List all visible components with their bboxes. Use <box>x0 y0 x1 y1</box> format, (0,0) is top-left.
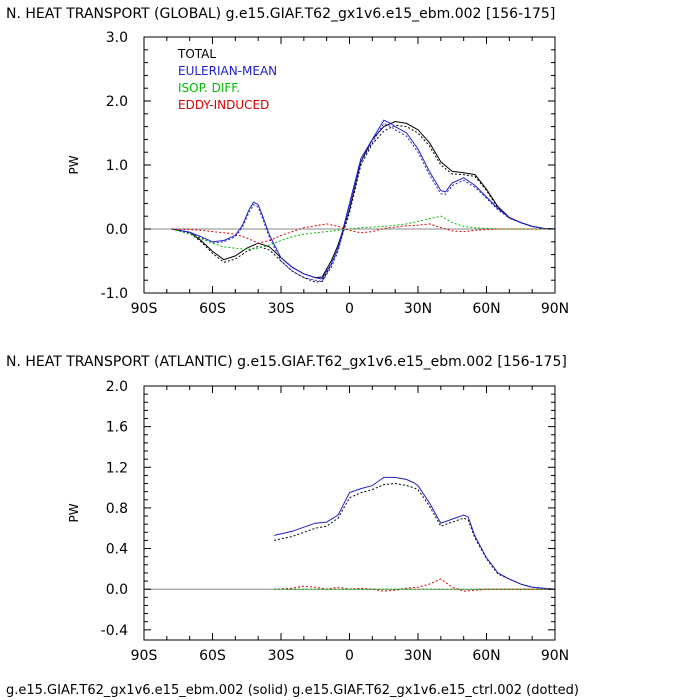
x-tick-label: 60N <box>472 301 500 317</box>
y-tick-label: 0.8 <box>106 501 128 517</box>
x-tick-label: 60S <box>199 301 226 317</box>
y-tick-label: 0.4 <box>106 542 128 558</box>
y-tick-label: -1.0 <box>101 286 128 302</box>
series-line-eddy-induced-dotted <box>171 223 555 244</box>
atlantic-heat-transport-panel: N. HEAT TRANSPORT (ATLANTIC) g.e15.GIAF.… <box>6 354 569 664</box>
series-line-isop-diff-dotted <box>171 215 555 251</box>
series-line-total-dotted <box>171 124 556 283</box>
legend-entry-eulerian-mean: EULERIAN-MEAN <box>178 64 277 78</box>
legend-entry-total: TOTAL <box>177 47 216 61</box>
plot-frame <box>143 385 556 641</box>
y-axis-label: PW <box>67 503 81 522</box>
y-tick-label: 0.0 <box>106 222 128 238</box>
legend-entry-isop-diff: ISOP. DIFF. <box>178 81 240 95</box>
x-tick-label: 90N <box>541 648 569 664</box>
x-tick-label: 0 <box>345 648 354 664</box>
y-axis-label: PW <box>67 155 81 174</box>
series-layer <box>144 119 556 283</box>
series-line-eulerian-mean-solid <box>171 119 556 280</box>
y-tick-label: 1.6 <box>106 420 128 436</box>
ticks-layer: 90S 60S 30S 0 30N 60N 90N -0.4 0.0 0.4 0.8 1.2 1.6 2.… <box>101 379 569 664</box>
series-line-eulerian-mean-solid <box>273 476 556 590</box>
y-tick-label: 0.0 <box>106 582 128 598</box>
x-tick-label: 30S <box>268 648 295 664</box>
legend: TOTAL EULERIAN-MEAN ISOP. DIFF. EDDY-IND… <box>177 47 277 112</box>
x-tick-label: 30N <box>404 301 432 317</box>
x-tick-label: 90S <box>131 301 158 317</box>
y-tick-label: 2.0 <box>106 94 128 110</box>
y-tick-label: 1.0 <box>106 158 128 174</box>
y-tick-label: 2.0 <box>106 379 128 395</box>
x-tick-label: 60N <box>472 648 500 664</box>
chart-title: N. HEAT TRANSPORT (ATLANTIC) g.e15.GIAF.… <box>6 354 567 370</box>
series-line-eulerian-mean-dotted <box>171 122 556 283</box>
x-tick-label: 90S <box>131 648 158 664</box>
x-tick-label: 60S <box>199 648 226 664</box>
x-tick-label: 0 <box>345 301 354 317</box>
y-tick-label: -0.4 <box>101 623 128 639</box>
global-heat-transport-panel: N. HEAT TRANSPORT (GLOBAL) g.e15.GIAF.T6… <box>6 6 569 317</box>
figure-footer: g.e15.GIAF.T62_gx1v6.e15_ebm.002 (solid)… <box>6 683 579 698</box>
y-tick-label: 3.0 <box>106 30 128 46</box>
legend-entry-eddy-induced: EDDY-INDUCED <box>178 98 269 112</box>
x-tick-label: 30S <box>268 301 295 317</box>
x-tick-label: 30N <box>404 648 432 664</box>
series-layer <box>144 476 556 592</box>
ticks-layer: 90S 60S 30S 0 30N 60N 90N -1.0 0.0 1.0 2.0 3.0 <box>101 30 569 317</box>
y-tick-label: 1.2 <box>106 460 128 476</box>
x-tick-label: 90N <box>541 301 569 317</box>
series-line-total-dotted <box>273 482 556 590</box>
chart-title: N. HEAT TRANSPORT (GLOBAL) g.e15.GIAF.T6… <box>6 6 555 22</box>
series-line-total-solid <box>171 120 556 279</box>
